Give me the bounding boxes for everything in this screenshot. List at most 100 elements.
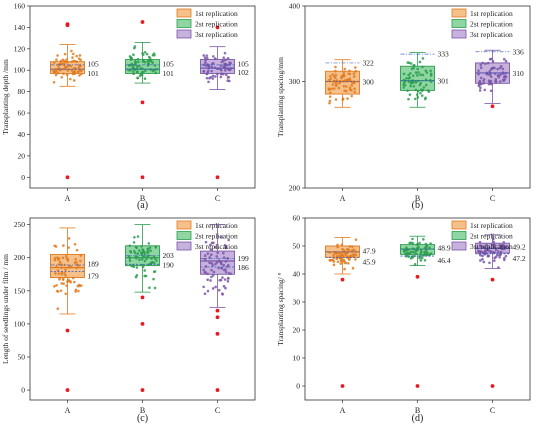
outlier-point	[215, 331, 220, 336]
data-point	[224, 270, 228, 274]
legend-label: 3st replication	[195, 242, 238, 251]
data-point	[414, 81, 418, 84]
data-point	[350, 84, 354, 87]
data-point	[217, 266, 220, 270]
data-point	[335, 82, 338, 85]
data-point	[351, 266, 355, 270]
data-point	[206, 278, 209, 282]
data-point	[216, 72, 219, 76]
data-point	[141, 265, 145, 269]
y-tick-label: 50	[293, 242, 301, 251]
data-point	[223, 278, 227, 281]
data-point	[352, 248, 356, 252]
data-point	[412, 66, 416, 70]
data-point	[132, 66, 135, 70]
upper-value-label: 47.9	[363, 246, 376, 255]
data-point	[337, 86, 341, 90]
data-point	[53, 244, 56, 248]
data-point	[411, 74, 415, 78]
data-point	[409, 72, 412, 75]
data-point	[429, 72, 433, 76]
data-point	[226, 264, 230, 267]
data-point	[128, 244, 132, 247]
data-point	[55, 289, 59, 293]
data-point	[344, 253, 348, 257]
data-point	[222, 72, 225, 76]
data-point	[138, 258, 141, 262]
data-point	[137, 60, 140, 64]
data-point	[492, 240, 496, 244]
data-point	[345, 85, 348, 88]
data-point	[224, 246, 228, 249]
data-point	[412, 85, 416, 88]
data-point	[62, 72, 65, 76]
data-point	[486, 254, 490, 258]
data-point	[79, 64, 82, 68]
data-point	[502, 245, 506, 248]
outlier-point	[215, 308, 220, 313]
data-point	[329, 74, 332, 78]
data-point	[133, 251, 137, 255]
mean-value-label: 186	[238, 263, 250, 272]
data-point	[71, 56, 74, 59]
data-point	[64, 274, 67, 277]
x-tick-label: B	[415, 194, 420, 203]
data-point	[354, 238, 358, 242]
data-point	[202, 268, 206, 272]
x-tick-label: B	[140, 406, 145, 415]
data-point	[332, 260, 336, 263]
outlier-point	[140, 388, 145, 392]
data-point	[419, 248, 423, 252]
data-point	[210, 65, 213, 69]
data-point	[56, 307, 60, 310]
data-point	[203, 292, 207, 295]
data-point	[497, 266, 500, 269]
data-point	[146, 248, 150, 251]
data-point	[482, 81, 486, 85]
data-point	[351, 245, 354, 248]
data-point	[210, 253, 213, 257]
data-point	[219, 68, 223, 72]
data-point	[55, 265, 58, 269]
data-point	[218, 278, 222, 282]
data-point	[206, 252, 210, 256]
data-point	[341, 247, 344, 251]
data-point	[206, 289, 210, 293]
data-point	[226, 76, 230, 79]
data-point	[335, 254, 339, 258]
data-point	[154, 245, 158, 248]
y-tick-label: 20	[293, 326, 301, 335]
data-point	[211, 287, 215, 290]
data-point	[348, 256, 351, 260]
data-point	[210, 241, 214, 245]
data-point	[214, 285, 217, 289]
data-point	[504, 254, 508, 258]
data-point	[61, 58, 65, 62]
data-point	[133, 46, 136, 50]
data-point	[332, 263, 336, 267]
chart-panel-4: 0 10 20 30 40 50 60 Transplanting spacing/ ° A B C…	[276, 214, 531, 424]
data-point	[481, 61, 484, 65]
data-point	[334, 69, 337, 73]
y-tick-label: 60	[18, 109, 26, 118]
data-point	[57, 258, 60, 262]
data-point	[53, 70, 56, 74]
data-point	[416, 89, 420, 93]
data-point	[479, 244, 482, 248]
data-point	[494, 80, 498, 83]
data-point	[205, 72, 209, 76]
data-point	[202, 285, 205, 289]
data-point	[413, 97, 417, 101]
data-point	[496, 74, 500, 77]
data-point	[205, 76, 209, 80]
data-point	[341, 74, 345, 77]
outlier-point	[140, 321, 145, 326]
mean-value-label: 102	[238, 68, 250, 77]
data-point	[135, 256, 138, 260]
mean-value-label: 45.9	[363, 257, 376, 266]
data-point	[488, 57, 492, 61]
data-point	[423, 97, 427, 101]
legend-swatch	[451, 29, 467, 39]
upper-value-label: 105	[163, 59, 175, 68]
data-point	[424, 245, 428, 249]
